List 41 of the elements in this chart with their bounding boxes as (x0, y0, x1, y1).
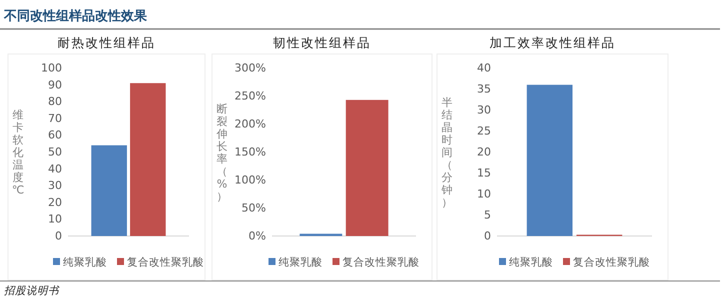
y-tick-label: 10 (477, 188, 491, 201)
y-tick-label: 35 (477, 82, 491, 96)
y-tick-label: 0 (484, 230, 491, 243)
legend-label: 纯聚乳酸 (63, 256, 107, 268)
y-tick-label: 50 (48, 146, 62, 159)
y-tick-label: 40 (477, 62, 491, 75)
y-tick-label: 20 (48, 196, 62, 209)
y-tick-label: 60 (48, 128, 62, 142)
y-tick-label: 150% (234, 146, 266, 159)
y-axis-title: 维卡软化温度℃ (12, 108, 24, 196)
text: 不同改性组样品改性效果 (3, 9, 148, 24)
chart-title: 加工效率改性组样品 (490, 35, 616, 50)
y-tick-label: 50% (242, 202, 266, 215)
y-tick-label: 30 (477, 104, 491, 117)
y-tick-label: 70 (48, 112, 62, 125)
y-tick-label: 20 (477, 146, 491, 159)
y-tick-label: 15 (477, 166, 491, 180)
chart-title: 耐热改性组样品 (58, 35, 156, 50)
legend-label: 纯聚乳酸 (509, 256, 553, 268)
legend-label: 复合改性聚乳酸 (127, 256, 204, 268)
legend-label: 复合改性聚乳酸 (342, 256, 420, 268)
y-tick-label: 0% (248, 230, 266, 243)
y-axis-title: 断裂伸长率（%） (216, 102, 228, 203)
y-tick-label: 200% (234, 118, 266, 131)
chart-title: 韧性改性组样品 (273, 35, 371, 50)
y-tick-label: 250% (234, 90, 266, 103)
text: 半结晶时间（分钟） (442, 96, 452, 209)
y-tick-label: 300% (234, 62, 266, 75)
y-tick-label: 30 (48, 179, 62, 192)
y-tick-label: 10 (48, 212, 62, 226)
legend-label: 纯聚乳酸 (278, 256, 322, 268)
y-tick-label: 90 (48, 78, 62, 92)
text: 招股说明书 (4, 285, 60, 297)
y-tick-label: 100 (41, 62, 62, 75)
y-tick-label: 25 (477, 124, 491, 138)
y-tick-label: 0 (55, 230, 62, 243)
y-tick-label: 80 (48, 95, 62, 108)
y-tick-label: 100% (234, 174, 266, 187)
y-tick-label: 40 (48, 162, 62, 176)
y-tick-label: 5 (484, 208, 491, 222)
legend-label: 复合改性聚乳酸 (573, 256, 650, 268)
